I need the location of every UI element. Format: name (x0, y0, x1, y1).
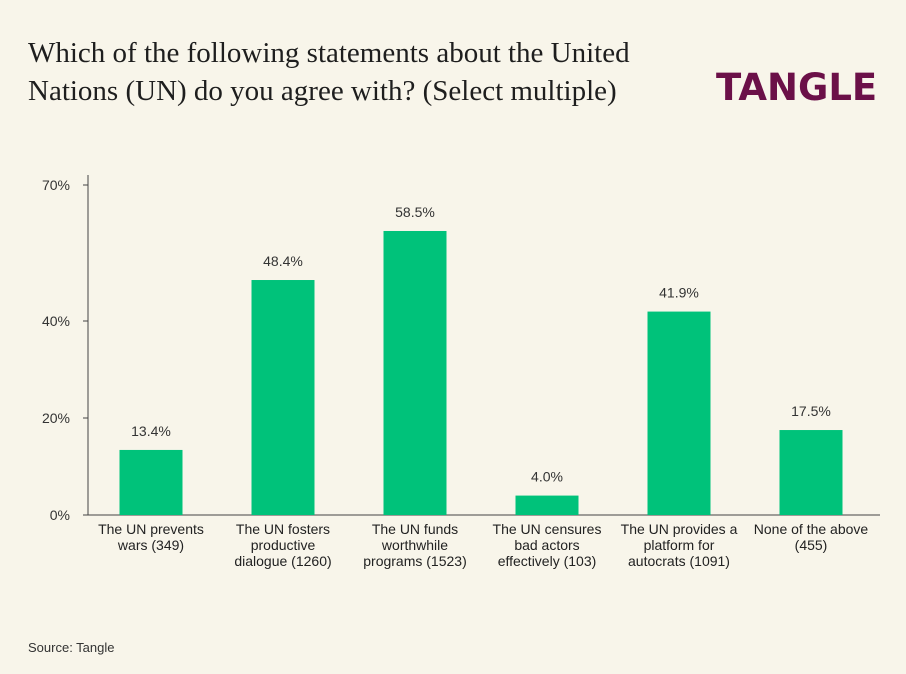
y-tick-label: 20% (42, 410, 70, 426)
tangle-logo: TANGLE (716, 66, 878, 109)
category-label: The UN fosters productive dialogue (1260) (234, 521, 331, 569)
bars (119, 230, 843, 516)
category-label: The UN prevents wars (349) (98, 521, 204, 553)
y-tick-label: 0% (50, 507, 70, 523)
category-labels: The UN prevents wars (349) The UN fosters p… (98, 521, 868, 569)
data-label: 41.9% (659, 285, 699, 301)
bar (779, 430, 843, 515)
category-label: The UN censures bad actors effectively (10… (493, 521, 602, 569)
y-tick-label: 70% (42, 177, 70, 193)
data-labels: 13.4% 48.4% 58.5% 4.0% 41.9% 17.5% (131, 204, 831, 485)
category-label: The UN provides a platform for autocrats (… (621, 521, 738, 569)
y-tick-label: 40% (42, 313, 70, 329)
source-note: Source: Tangle (28, 640, 115, 655)
bar (647, 311, 711, 515)
category-label: None of the above (455) (754, 521, 869, 553)
bar (251, 280, 315, 515)
data-label: 58.5% (395, 204, 435, 220)
category-label: The UN funds worthwhile programs (1523) (363, 521, 467, 569)
bar (515, 495, 579, 515)
bar (383, 230, 447, 516)
data-label: 13.4% (131, 423, 171, 439)
bar (119, 449, 183, 515)
y-axis-ticks: 0% 20% 40% 70% (42, 177, 88, 523)
chart-title: Which of the following statements about … (28, 37, 630, 107)
data-label: 17.5% (791, 403, 831, 419)
data-label: 48.4% (263, 253, 303, 269)
axes (87, 175, 880, 516)
data-label: 4.0% (531, 469, 563, 485)
